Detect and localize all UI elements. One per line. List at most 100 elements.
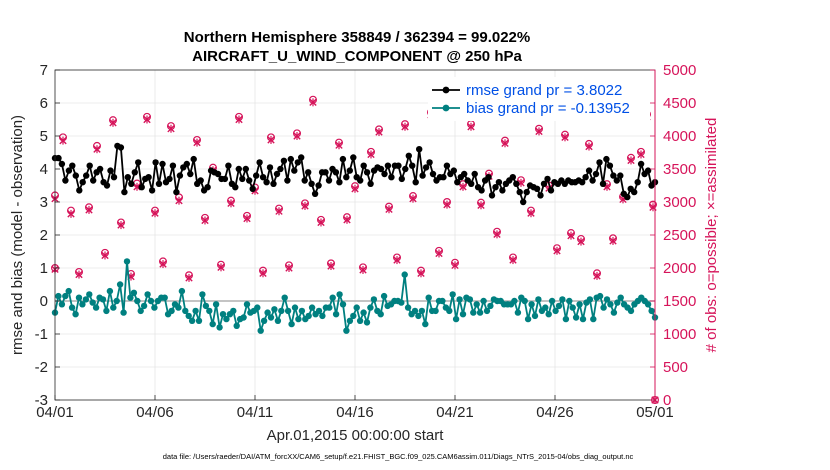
obs-assimilated-point xyxy=(351,184,359,193)
y2-tick-label: 2500 xyxy=(663,227,696,244)
obs-assimilated-point xyxy=(535,127,543,136)
bias-point xyxy=(192,307,199,315)
rmse-point xyxy=(183,160,190,168)
bias-point xyxy=(288,320,295,328)
bias-point xyxy=(68,304,76,311)
rmse-point xyxy=(471,170,478,178)
rmse-point xyxy=(610,172,617,179)
bias-point xyxy=(75,294,83,301)
marks-layer xyxy=(50,95,659,405)
bias-point xyxy=(336,291,343,298)
bias-point xyxy=(542,304,549,311)
bias-point xyxy=(487,302,494,310)
bias-point xyxy=(422,320,429,328)
bias-point xyxy=(264,309,271,316)
rmse-point xyxy=(468,180,475,187)
rmse-point xyxy=(308,180,315,187)
obs-assimilated-point xyxy=(193,138,201,147)
obs-assimilated-point xyxy=(493,230,501,239)
rmse-point xyxy=(603,155,610,163)
rmse-point xyxy=(339,155,347,163)
bias-point xyxy=(600,304,607,311)
rmse-point xyxy=(103,182,111,189)
rmse-point xyxy=(416,146,423,153)
bias-point xyxy=(72,311,79,318)
rmse-point xyxy=(277,165,284,173)
bias-point xyxy=(130,289,138,296)
obs-assimilated-point xyxy=(159,260,167,269)
bias-point xyxy=(151,304,158,311)
bias-point xyxy=(562,315,570,323)
rmse-point xyxy=(631,188,638,196)
y2-tick-label: 1500 xyxy=(663,293,696,310)
obs-assimilated-point xyxy=(451,261,459,270)
x-tick-label: 04/16 xyxy=(336,404,374,421)
obs-assimilated-point xyxy=(335,141,343,150)
bias-point xyxy=(617,294,624,301)
rmse-point xyxy=(235,165,242,173)
bias-point xyxy=(274,317,282,324)
rmse-point xyxy=(322,169,329,176)
obs-assimilated-point xyxy=(527,209,535,218)
bias-point xyxy=(476,309,484,316)
rmse-point xyxy=(513,180,520,187)
rmse-point xyxy=(128,180,135,187)
x-tick-label: 04/11 xyxy=(237,404,273,421)
bias-point xyxy=(607,301,614,308)
obs-assimilated-point xyxy=(417,269,425,278)
bias-point xyxy=(627,307,635,315)
rmse-point xyxy=(124,174,131,181)
obs-assimilated-point xyxy=(443,200,451,209)
rmse-point xyxy=(544,175,551,183)
rmse-point xyxy=(166,175,173,183)
y-tick-label: 5 xyxy=(40,128,48,145)
bias-point xyxy=(175,304,182,311)
rmse-point xyxy=(287,155,294,163)
bias-point xyxy=(58,301,66,308)
bias-point xyxy=(267,314,275,321)
bias-point xyxy=(449,291,456,298)
bias-point xyxy=(514,309,522,316)
x-tick-label: 04/01 xyxy=(36,404,74,421)
bias-point xyxy=(332,311,340,318)
bias-point xyxy=(524,315,532,323)
obs-assimilated-point xyxy=(627,156,635,165)
bias-point xyxy=(127,294,134,301)
y2-axis-label: # of obs: o=possible; ×=assimilated xyxy=(703,118,720,353)
bias-point xyxy=(350,312,357,320)
obs-assimilated-point xyxy=(151,209,159,218)
rmse-point xyxy=(176,172,184,179)
rmse-point xyxy=(520,198,527,206)
obs-assimilated-point xyxy=(101,251,109,260)
obs-assimilated-point xyxy=(75,270,83,279)
bias-point xyxy=(178,287,186,295)
rmse-point xyxy=(107,167,114,174)
bias-point xyxy=(55,292,62,300)
x-tick-label: 04/21 xyxy=(436,404,474,421)
rmse-point xyxy=(585,167,593,174)
rmse-point xyxy=(346,167,353,174)
bias-point xyxy=(308,304,316,311)
rmse-point xyxy=(592,170,600,178)
rmse-point xyxy=(90,177,97,184)
rmse-point xyxy=(409,162,416,169)
obs-assimilated-point xyxy=(309,98,317,107)
rmse-point xyxy=(388,174,395,181)
obs-assimilated-point xyxy=(109,118,117,127)
bias-point xyxy=(360,309,367,316)
bias-point xyxy=(116,281,124,288)
obs-assimilated-point xyxy=(435,249,443,258)
bias-point xyxy=(212,301,220,308)
y2-tick-label: 3500 xyxy=(663,161,696,178)
rmse-point xyxy=(148,187,156,194)
bias-point xyxy=(230,307,237,315)
rmse-point xyxy=(221,175,229,183)
bias-point xyxy=(168,307,175,315)
bias-point xyxy=(233,322,240,329)
bias-point xyxy=(185,312,192,320)
legend-swatch-marker xyxy=(442,86,450,94)
bias-point xyxy=(603,296,611,303)
bias-point xyxy=(79,301,86,308)
bias-point xyxy=(284,307,292,315)
